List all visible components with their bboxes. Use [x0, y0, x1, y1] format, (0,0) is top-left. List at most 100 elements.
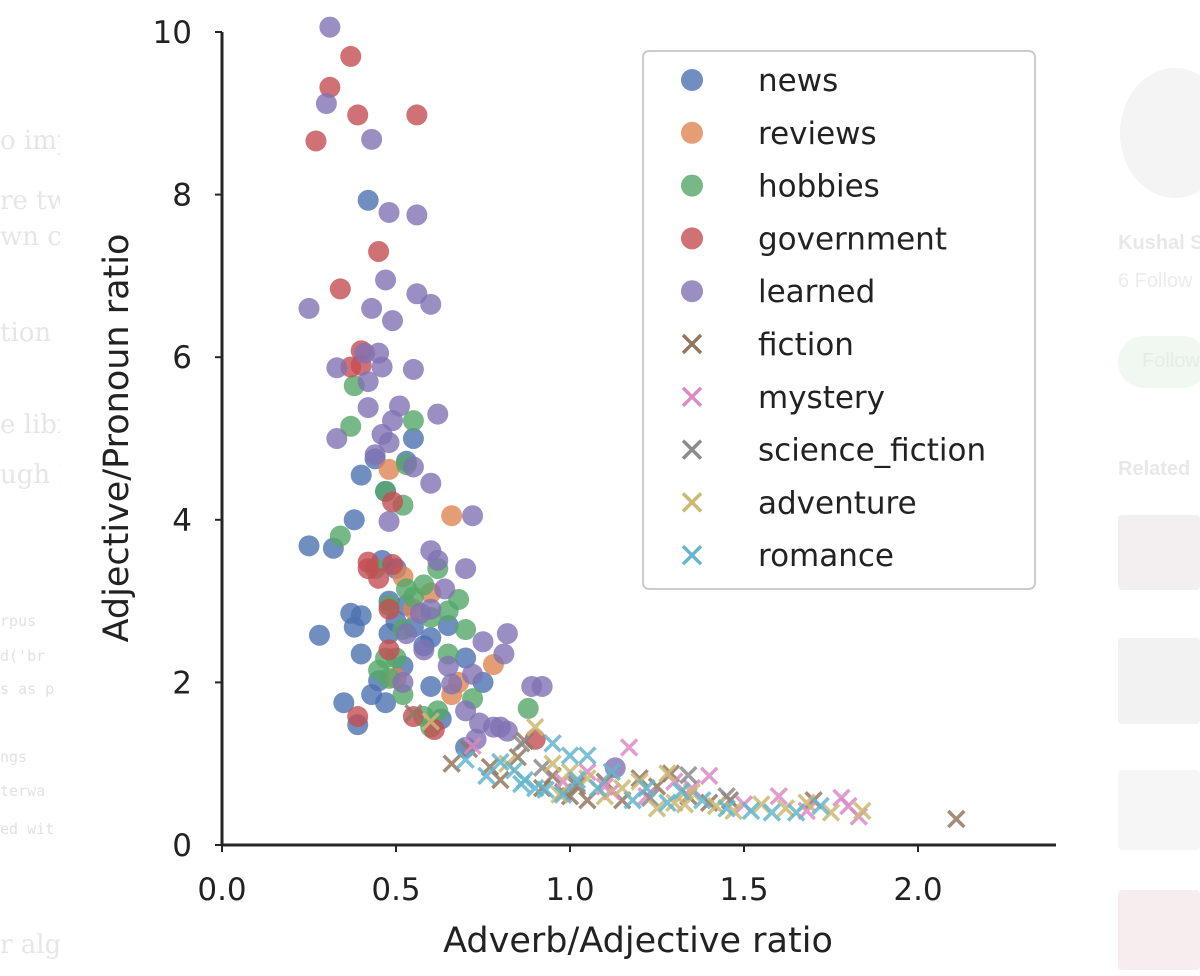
learned-point — [382, 310, 404, 332]
news-point — [402, 428, 424, 449]
learned-point — [361, 128, 383, 150]
adventure-point — [543, 754, 562, 773]
learned-point — [357, 397, 379, 419]
adventure-point — [675, 795, 695, 814]
news-point — [350, 464, 372, 486]
background-text-fragment: terwa — [0, 782, 46, 800]
learned-point — [326, 428, 348, 449]
adventure-point — [821, 803, 841, 822]
x-tick-label: 1.5 — [719, 872, 768, 908]
learned-point — [420, 293, 442, 315]
x-tick-label: 0.0 — [197, 872, 246, 908]
news-point — [437, 614, 459, 636]
fiction-point — [508, 747, 528, 767]
follow-button[interactable]: Follow — [1118, 336, 1200, 388]
related-thumbnail-1[interactable] — [1118, 515, 1200, 590]
background-text-fragment: re tw — [0, 186, 60, 216]
learned-point — [455, 558, 477, 580]
learned-point — [427, 549, 449, 571]
adventure-point — [776, 799, 795, 818]
romance-point — [637, 778, 656, 798]
news-point — [333, 692, 355, 714]
author-name[interactable]: Kushal S — [1118, 232, 1200, 254]
mystery-point — [839, 796, 858, 816]
background-right-panel: Kushal S 6 Follow Follow Related — [1112, 0, 1200, 976]
science-fiction-point — [532, 758, 552, 778]
romance-point — [536, 780, 555, 799]
government-point — [347, 104, 369, 126]
y-tick-label: 4 — [172, 503, 192, 539]
x-tick-label: 0.5 — [371, 872, 420, 908]
related-thumbnail-3[interactable] — [1118, 770, 1200, 850]
science-fiction-point — [512, 734, 531, 753]
background-text-fragment: o imp — [0, 126, 60, 156]
hobbies-point — [329, 525, 351, 547]
learned-point — [462, 505, 484, 527]
adventure-point — [550, 785, 569, 804]
author-avatar[interactable] — [1120, 68, 1200, 198]
learned-point — [382, 410, 404, 432]
legend-frame — [642, 50, 1036, 590]
learned-point — [371, 356, 393, 378]
learned-point — [298, 297, 320, 319]
legend-marker-news — [681, 69, 703, 91]
romance-point — [658, 793, 677, 812]
background-text-fragment: ngs — [0, 748, 28, 766]
government-point — [378, 639, 400, 661]
legend-label-government: government — [758, 221, 947, 257]
background-text-fragment: e libr — [0, 410, 60, 440]
romance-point — [543, 734, 562, 753]
romance-point — [717, 799, 736, 818]
government-point — [347, 706, 369, 728]
learned-point — [375, 269, 397, 291]
data-points — [298, 16, 966, 829]
mystery-point — [769, 786, 789, 806]
legend-label-mystery: mystery — [758, 380, 885, 416]
adventure-point — [421, 712, 441, 731]
mystery-point — [619, 738, 639, 757]
science-fiction-point — [640, 788, 660, 808]
mystery-point — [463, 736, 482, 756]
learned-point — [402, 358, 424, 380]
government-point — [368, 241, 390, 263]
hobbies-point — [395, 578, 417, 600]
news-point — [375, 692, 397, 714]
learned-point — [378, 201, 400, 223]
romance-point — [477, 766, 496, 786]
learned-point — [496, 623, 518, 645]
learned-point — [437, 655, 459, 677]
related-thumbnail-2[interactable] — [1118, 638, 1200, 724]
background-text-fragment: tion — [0, 318, 52, 348]
government-point — [382, 554, 404, 576]
adventure-point — [658, 764, 677, 783]
fiction-point — [947, 809, 966, 829]
related-thumbnail-4[interactable] — [1118, 890, 1200, 970]
background-text-fragment: s as p — [0, 680, 55, 698]
follow-button-label: Follow — [1142, 350, 1200, 372]
news-point — [298, 535, 320, 557]
learned-point — [531, 675, 553, 697]
adventure-point — [647, 799, 667, 818]
learned-point — [472, 631, 494, 653]
legend-label-fiction: fiction — [758, 327, 854, 363]
legend-marker-government — [681, 227, 703, 250]
learned-point — [364, 444, 386, 466]
reviews-point — [441, 505, 463, 527]
learned-point — [493, 643, 515, 665]
learned-point — [406, 204, 428, 226]
adventure-point — [525, 717, 545, 737]
legend-marker-adventure — [681, 492, 703, 513]
x-axis-title: Adverb/Adjective ratio — [443, 921, 833, 961]
hobbies-point — [455, 619, 477, 641]
y-tick-label: 0 — [172, 828, 192, 864]
government-point — [378, 598, 400, 620]
learned-point — [361, 297, 383, 319]
government-point — [305, 130, 327, 152]
news-point — [350, 643, 372, 665]
background-text-fragment: wn co — [0, 222, 60, 252]
learned-point — [434, 578, 456, 600]
learned-point — [378, 432, 400, 454]
hobbies-point — [402, 410, 424, 432]
legend-marker-romance — [681, 544, 703, 566]
